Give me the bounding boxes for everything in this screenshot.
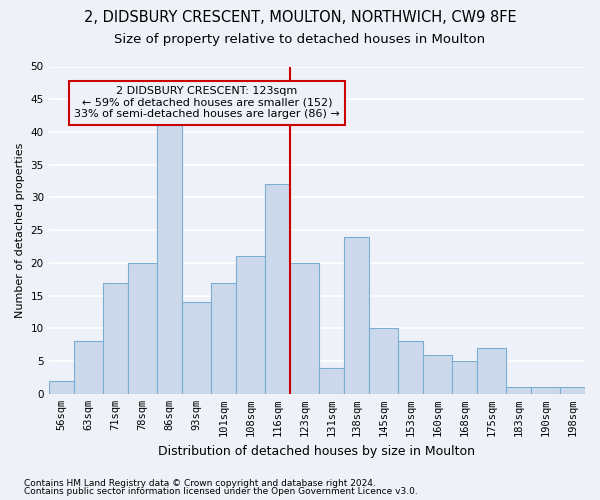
Bar xyxy=(452,361,477,394)
X-axis label: Distribution of detached houses by size in Moulton: Distribution of detached houses by size … xyxy=(158,444,475,458)
Bar xyxy=(157,126,182,394)
Bar xyxy=(531,388,560,394)
Bar xyxy=(369,328,398,394)
Bar xyxy=(290,263,319,394)
Bar xyxy=(128,263,157,394)
Bar xyxy=(236,256,265,394)
Text: Size of property relative to detached houses in Moulton: Size of property relative to detached ho… xyxy=(115,32,485,46)
Bar xyxy=(560,388,585,394)
Text: 2 DIDSBURY CRESCENT: 123sqm
← 59% of detached houses are smaller (152)
33% of se: 2 DIDSBURY CRESCENT: 123sqm ← 59% of det… xyxy=(74,86,340,120)
Bar xyxy=(265,184,290,394)
Bar xyxy=(319,368,344,394)
Bar xyxy=(103,282,128,394)
Bar xyxy=(506,388,531,394)
Bar xyxy=(423,354,452,394)
Text: 2, DIDSBURY CRESCENT, MOULTON, NORTHWICH, CW9 8FE: 2, DIDSBURY CRESCENT, MOULTON, NORTHWICH… xyxy=(83,10,517,25)
Bar xyxy=(477,348,506,394)
Bar xyxy=(49,380,74,394)
Bar xyxy=(74,342,103,394)
Bar xyxy=(211,282,236,394)
Bar xyxy=(344,236,369,394)
Y-axis label: Number of detached properties: Number of detached properties xyxy=(15,142,25,318)
Text: Contains HM Land Registry data © Crown copyright and database right 2024.: Contains HM Land Registry data © Crown c… xyxy=(24,478,376,488)
Bar xyxy=(182,302,211,394)
Bar xyxy=(398,342,423,394)
Text: Contains public sector information licensed under the Open Government Licence v3: Contains public sector information licen… xyxy=(24,487,418,496)
